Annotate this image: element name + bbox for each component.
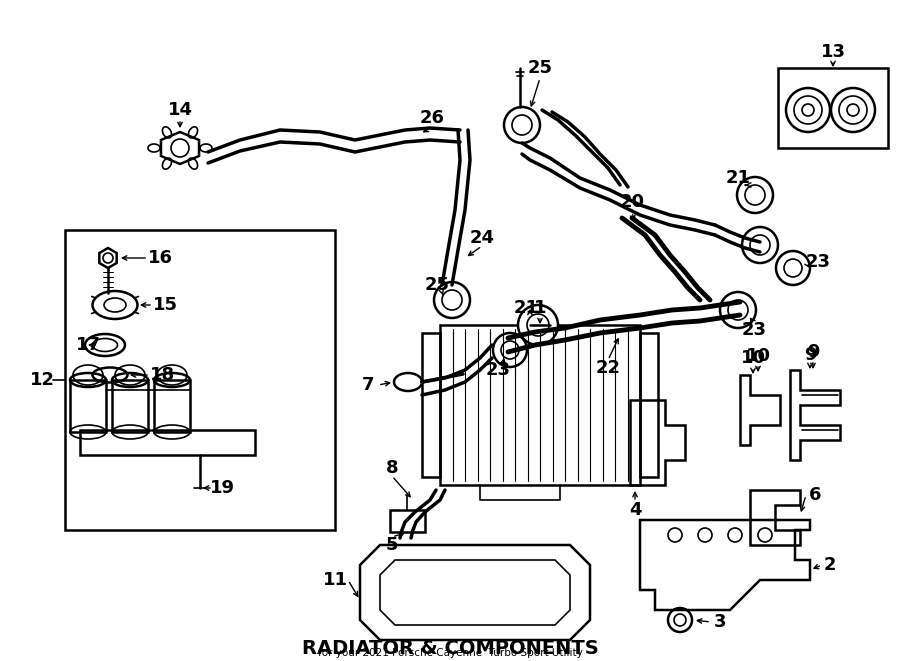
Text: 22: 22 — [596, 359, 620, 377]
Text: 15: 15 — [152, 296, 177, 314]
Text: 17: 17 — [76, 336, 101, 354]
Circle shape — [784, 259, 802, 277]
Bar — [440, 325, 640, 485]
Text: 19: 19 — [210, 479, 235, 497]
Text: 8: 8 — [386, 459, 399, 477]
Text: 25: 25 — [527, 59, 553, 77]
Text: 4: 4 — [629, 501, 641, 519]
Bar — [778, 68, 888, 148]
Circle shape — [501, 341, 519, 359]
Text: 1: 1 — [534, 299, 546, 317]
Text: 9: 9 — [804, 346, 816, 364]
Text: 10: 10 — [741, 349, 766, 367]
Bar — [80, 430, 255, 455]
Circle shape — [434, 282, 470, 318]
Circle shape — [527, 314, 549, 336]
Text: RADIATOR & COMPONENTS: RADIATOR & COMPONENTS — [302, 639, 598, 658]
Circle shape — [518, 305, 558, 345]
Text: 11: 11 — [322, 571, 347, 589]
Circle shape — [442, 290, 462, 310]
Bar — [70, 380, 106, 432]
Circle shape — [742, 227, 778, 263]
Bar — [65, 230, 335, 530]
Circle shape — [720, 292, 756, 328]
Bar — [112, 380, 148, 432]
Text: 3: 3 — [714, 613, 726, 631]
Bar — [422, 333, 440, 477]
Text: 25: 25 — [425, 276, 449, 294]
Circle shape — [728, 300, 748, 320]
Circle shape — [750, 235, 770, 255]
Text: 23: 23 — [485, 361, 510, 379]
Bar — [154, 380, 190, 432]
Circle shape — [504, 107, 540, 143]
Text: 5: 5 — [386, 536, 398, 554]
Text: 24: 24 — [470, 229, 494, 247]
Circle shape — [776, 251, 810, 285]
Bar — [390, 510, 425, 532]
Text: 21: 21 — [725, 169, 751, 187]
Text: 7: 7 — [362, 376, 374, 394]
Text: for your 2021 Porsche Cayenne  Turbo Sport Utility: for your 2021 Porsche Cayenne Turbo Spor… — [318, 648, 582, 658]
Text: 12: 12 — [30, 371, 55, 389]
Text: 18: 18 — [149, 366, 175, 384]
Text: 9: 9 — [806, 343, 819, 361]
Circle shape — [493, 333, 527, 367]
Circle shape — [512, 115, 532, 135]
Text: 26: 26 — [419, 109, 445, 127]
Text: 16: 16 — [148, 249, 173, 267]
Text: 14: 14 — [167, 101, 193, 119]
Text: 13: 13 — [821, 43, 845, 61]
Text: 6: 6 — [809, 486, 821, 504]
Text: 20: 20 — [619, 193, 644, 211]
Text: 2: 2 — [824, 556, 836, 574]
Text: 10: 10 — [745, 347, 770, 365]
Text: 21: 21 — [514, 299, 538, 317]
Text: 23: 23 — [742, 321, 767, 339]
Bar — [640, 333, 658, 477]
Text: 23: 23 — [806, 253, 831, 271]
